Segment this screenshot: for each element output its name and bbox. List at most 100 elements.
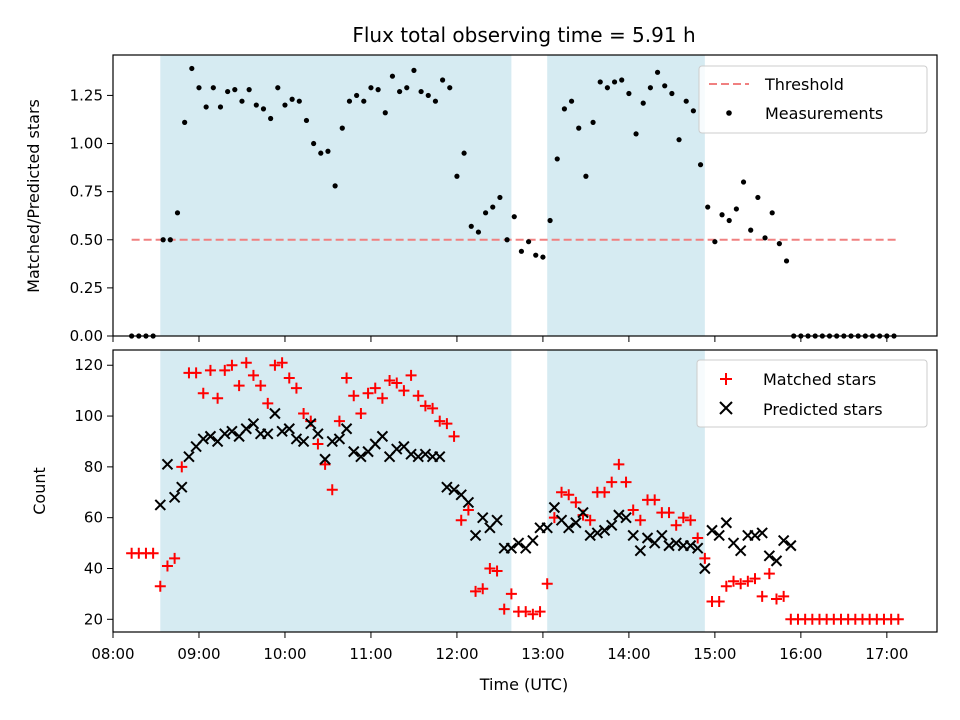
predicted-star-marker bbox=[605, 519, 618, 532]
legend-matched-label: Matched stars bbox=[763, 370, 876, 389]
measurement-point bbox=[203, 104, 209, 110]
matched-star-marker bbox=[527, 608, 539, 620]
measurement-point bbox=[282, 102, 288, 108]
predicted-star-marker bbox=[749, 529, 761, 542]
measurement-point bbox=[425, 92, 431, 99]
bottom-plot-frame bbox=[112, 349, 938, 633]
measurement-point bbox=[561, 106, 568, 112]
top-y-axis-label: Matched/Predicted stars bbox=[24, 99, 43, 293]
matched-star-marker bbox=[419, 400, 431, 412]
predicted-star-marker bbox=[219, 428, 231, 440]
matched-star-marker bbox=[892, 613, 904, 625]
matched-star-marker bbox=[770, 593, 782, 605]
bottom-ytick-label: 120 bbox=[74, 356, 103, 374]
predicted-star-marker bbox=[434, 450, 446, 463]
matched-star-marker bbox=[670, 519, 682, 531]
xtick-label: 14:00 bbox=[607, 645, 650, 663]
top-plot-frame bbox=[112, 54, 938, 337]
measurement-point bbox=[669, 90, 675, 97]
predicted-star-marker bbox=[584, 529, 596, 542]
xtick-label: 16:00 bbox=[779, 645, 822, 663]
predicted-star-marker bbox=[734, 544, 747, 557]
measurement-point bbox=[497, 194, 503, 201]
predicted-star-marker bbox=[548, 501, 561, 514]
measurement-point bbox=[590, 119, 596, 125]
predicted-star-marker bbox=[326, 435, 338, 448]
matched-star-marker bbox=[398, 385, 410, 397]
measurement-point bbox=[210, 85, 216, 91]
measurement-point bbox=[303, 117, 310, 124]
matched-star-marker bbox=[470, 585, 482, 597]
predicted-star-marker bbox=[598, 524, 611, 537]
matched-star-marker bbox=[613, 458, 625, 470]
predicted-star-marker bbox=[591, 527, 604, 539]
matched-star-marker bbox=[269, 359, 281, 371]
measurement-point bbox=[239, 98, 245, 104]
predicted-star-marker bbox=[183, 450, 195, 463]
top-ytick-label: 1.25 bbox=[70, 86, 103, 104]
matched-star-marker bbox=[219, 364, 231, 376]
measurement-point bbox=[354, 92, 360, 99]
predicted-star-marker bbox=[527, 534, 539, 547]
matched-star-marker bbox=[355, 408, 367, 420]
predicted-star-marker bbox=[770, 555, 783, 567]
measurement-point bbox=[697, 162, 704, 168]
matched-star-marker bbox=[212, 392, 224, 404]
measurement-point bbox=[411, 67, 417, 73]
matched-star-marker bbox=[412, 390, 424, 402]
measurement-point bbox=[468, 223, 474, 229]
measurement-point bbox=[346, 98, 353, 104]
predicted-star-marker bbox=[412, 450, 424, 463]
matched-star-marker bbox=[692, 532, 704, 544]
matched-star-marker bbox=[778, 590, 790, 602]
matched-star-marker bbox=[391, 377, 403, 389]
measurement-point bbox=[318, 150, 324, 156]
measurement-point bbox=[418, 88, 424, 95]
predicted-star-marker bbox=[505, 542, 518, 554]
measurement-point bbox=[432, 98, 439, 104]
predicted-star-marker bbox=[763, 550, 776, 562]
predicted-star-marker bbox=[161, 458, 174, 471]
xtick-label: 11:00 bbox=[349, 645, 392, 663]
predicted-star-marker bbox=[154, 499, 166, 511]
measurement-point bbox=[748, 227, 754, 233]
bottom-ytick-label: 40 bbox=[84, 559, 103, 577]
measurement-point bbox=[232, 87, 238, 93]
predicted-star-marker bbox=[276, 425, 288, 438]
matched-star-marker bbox=[405, 369, 417, 381]
measurement-point bbox=[712, 239, 718, 245]
measurement-point bbox=[518, 248, 525, 254]
predicted-star-marker bbox=[706, 524, 718, 537]
matched-star-marker bbox=[434, 415, 446, 427]
predicted-star-marker bbox=[563, 522, 575, 534]
xtick-label: 15:00 bbox=[693, 645, 736, 663]
matched-star-marker bbox=[283, 372, 295, 384]
xtick-label: 10:00 bbox=[263, 645, 306, 663]
measurement-point bbox=[640, 100, 646, 106]
measurement-point bbox=[361, 98, 367, 104]
measurement-point bbox=[583, 173, 589, 179]
predicted-star-marker bbox=[512, 537, 525, 549]
predicted-star-marker bbox=[240, 423, 252, 435]
matched-star-marker bbox=[606, 476, 618, 488]
measurement-point bbox=[246, 87, 252, 93]
matched-star-marker bbox=[154, 580, 166, 592]
matched-star-marker bbox=[448, 430, 460, 442]
predicted-star-marker bbox=[269, 407, 281, 420]
measurement-point bbox=[554, 156, 560, 162]
measurement-point bbox=[547, 217, 553, 224]
measurement-point bbox=[633, 131, 639, 137]
chart-title: Flux total observing time = 5.91 h bbox=[352, 23, 695, 47]
legend-threshold-label: Threshold bbox=[764, 75, 844, 94]
measurement-point bbox=[604, 85, 611, 91]
top-ytick-label: 0.00 bbox=[70, 327, 103, 345]
matched-star-marker bbox=[341, 372, 353, 384]
predicted-star-marker bbox=[777, 534, 790, 547]
bottom-ytick-label: 60 bbox=[84, 509, 103, 527]
matched-star-marker bbox=[240, 357, 252, 369]
matched-star-marker bbox=[491, 565, 503, 577]
measurement-point bbox=[619, 77, 625, 83]
measurement-point bbox=[160, 237, 166, 243]
matched-star-marker bbox=[677, 512, 689, 524]
